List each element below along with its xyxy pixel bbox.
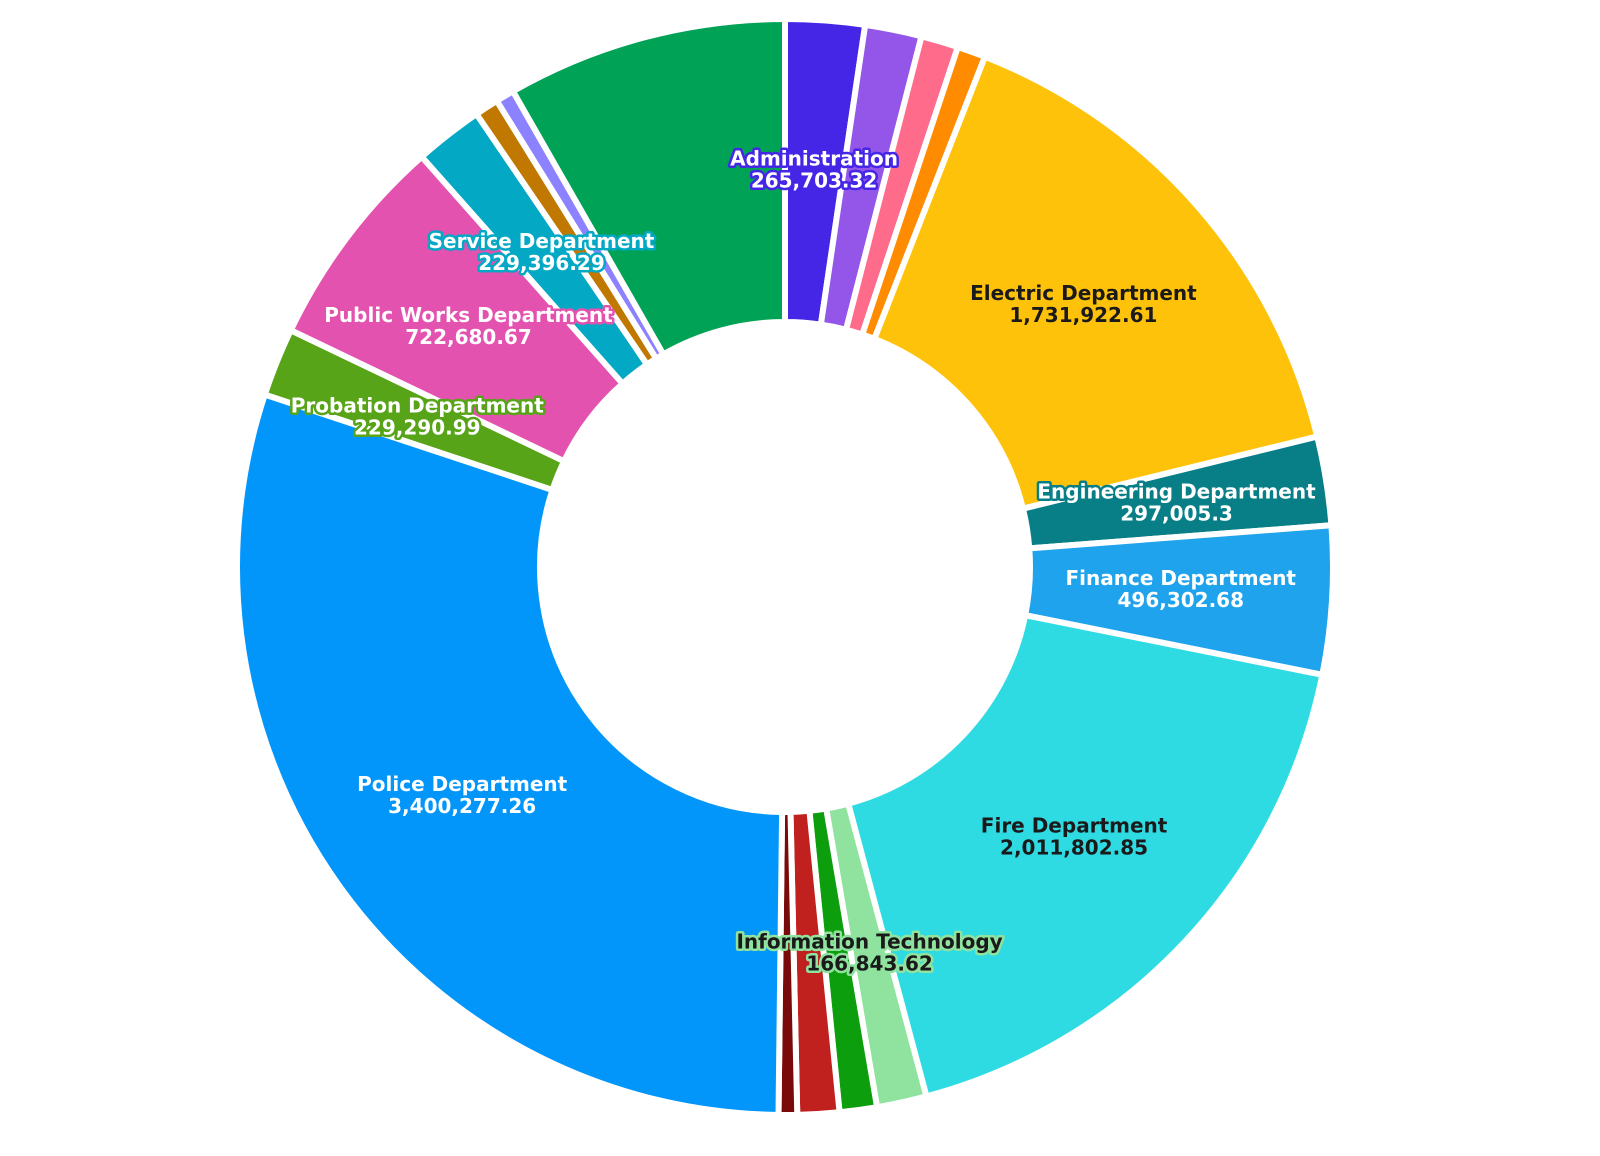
slice-label-police-department: Police Department 3,400,277.26 (357, 772, 568, 818)
slice-label-value: 229,290.99 (354, 416, 481, 440)
labels-group: Administration 265,703.32 Electric Departm… (288, 144, 1318, 978)
slices-group (234, 16, 1336, 1118)
slice-label-name: Engineering Department (1037, 480, 1316, 504)
slice-label-name: Service Department (429, 229, 655, 253)
slice-label-name: Administration (730, 147, 898, 171)
slice-label-value: 265,703.32 (751, 169, 878, 193)
slice-label-information-technology: Information Technology 166,843.62 (736, 929, 1002, 975)
slice-label-value: 2,011,802.85 (1000, 835, 1148, 859)
slice-label-name: Public Works Department (324, 303, 613, 327)
slice-label-value: 166,843.62 (806, 951, 933, 975)
slice-label-name: Electric Department (970, 281, 1197, 305)
slice-label-finance-department: Finance Department 496,302.68 (1066, 566, 1297, 612)
slice-label-name: Information Technology (736, 929, 1002, 953)
slice-label-probation-department: Probation Department 229,290.99 (291, 394, 544, 440)
slice-label-public-works-department: Public Works Department 722,680.67 (324, 303, 613, 349)
slice-label-value: 3,400,277.26 (388, 794, 536, 818)
slice-label-name: Finance Department (1066, 566, 1297, 590)
slice-label-value: 1,731,922.61 (1009, 303, 1157, 327)
slice-label-value: 297,005.3 (1120, 502, 1233, 526)
slice-label-name: Police Department (357, 772, 568, 796)
slice-label-name: Probation Department (291, 394, 544, 418)
slice-label-value: 496,302.68 (1117, 588, 1244, 612)
slice-label-fire-department: Fire Department 2,011,802.85 (981, 813, 1168, 859)
slice-label-value: 229,396.29 (478, 251, 605, 275)
slice-unlabeled-18[interactable] (509, 16, 788, 358)
slice-label-service-department: Service Department 229,396.29 (429, 229, 655, 275)
slice-label-name: Fire Department (981, 813, 1168, 837)
slice-label-engineering-department: Engineering Department 297,005.3 (1037, 480, 1316, 526)
slice-fire-department[interactable] (845, 612, 1326, 1100)
slice-label-administration: Administration 265,703.32 (730, 147, 898, 193)
slice-police-department[interactable] (234, 391, 786, 1118)
slice-electric-department[interactable] (871, 53, 1321, 512)
slice-label-value: 722,680.67 (405, 325, 532, 349)
slice-label-electric-department: Electric Department 1,731,922.61 (970, 281, 1197, 327)
